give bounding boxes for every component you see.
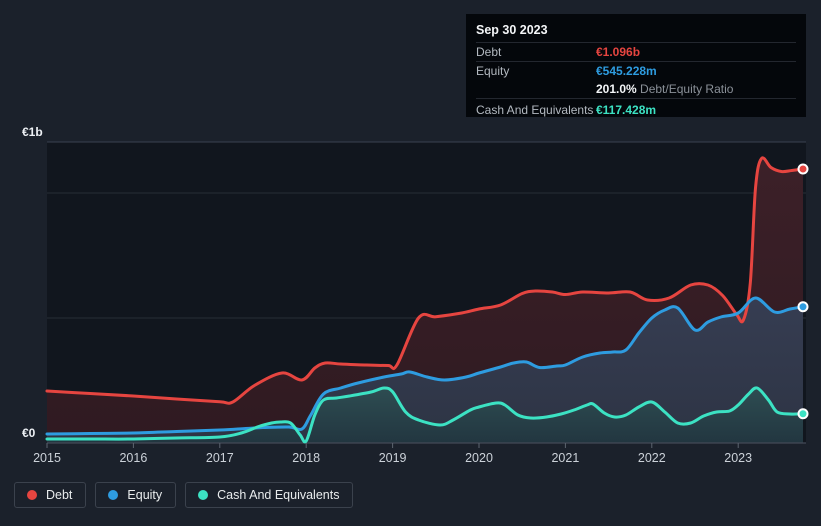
tooltip-equity-label: Equity [476,64,510,78]
x-axis-label-2018: 2018 [292,451,320,465]
legend-cash-label: Cash And Equivalents [217,488,340,502]
tooltip-row-cash: Cash And Equivalents €117.428m [476,99,796,121]
tooltip-cash-value: €117.428m [596,103,657,117]
x-axis-label-2019: 2019 [379,451,407,465]
tooltip-row-ratio: 201.0% Debt/Equity Ratio [476,80,796,99]
equity-area [47,297,803,443]
chart-legend: Debt Equity Cash And Equivalents [14,482,354,508]
debt-line [45,156,805,405]
cash-and-equivalents-line [45,386,805,444]
equity-line [45,296,805,436]
equity-series-dot-icon [108,490,119,500]
legend-equity-label: Equity [127,488,163,502]
debt-series-dot-icon [27,490,37,500]
tooltip-ratio-label: Debt/Equity Ratio [640,82,734,96]
x-axis-label-2016: 2016 [119,451,147,465]
legend-item-equity[interactable]: Equity [95,482,177,508]
debt-end-marker [797,163,809,175]
tooltip-equity-value: €545.228m [596,64,657,78]
x-axis-label-2022: 2022 [638,451,666,465]
legend-debt-label: Debt [46,488,73,502]
cash-series-dot-icon [198,490,209,500]
equity-end-marker [797,301,809,313]
legend-item-debt[interactable]: Debt [14,482,87,508]
tooltip-row-debt: Debt €1.096b [476,43,796,62]
tooltip-ratio: 201.0% Debt/Equity Ratio [596,82,733,96]
tooltip-row-equity: Equity €545.228m [476,62,796,80]
tooltip-cash-label: Cash And Equivalents [476,103,594,117]
x-axis-label-2023: 2023 [724,451,752,465]
cash-and-equivalents-area [47,387,803,443]
legend-item-cash[interactable]: Cash And Equivalents [185,482,354,508]
x-axis-label-2015: 2015 [33,451,61,465]
tooltip-ratio-value: 201.0% [596,82,637,96]
chart-plot-area[interactable]: 2015 2016 2017 2018 2019 2020 2021 2022 2023 €1b €… [0,0,821,470]
y-axis-label-top: €1b [22,125,43,139]
x-axis-label-2020: 2020 [465,451,493,465]
chart-tooltip: Sep 30 2023 Debt €1.096b Equity €545.228… [466,14,806,117]
tooltip-date: Sep 30 2023 [476,20,796,43]
x-axis-label-2021: 2021 [551,451,579,465]
tooltip-debt-label: Debt [476,45,502,59]
x-axis-label-2017: 2017 [206,451,234,465]
tooltip-debt-value: €1.096b [596,45,641,59]
cash-and-equivalents-end-marker [797,408,809,420]
y-axis-label-bottom: €0 [22,426,36,440]
